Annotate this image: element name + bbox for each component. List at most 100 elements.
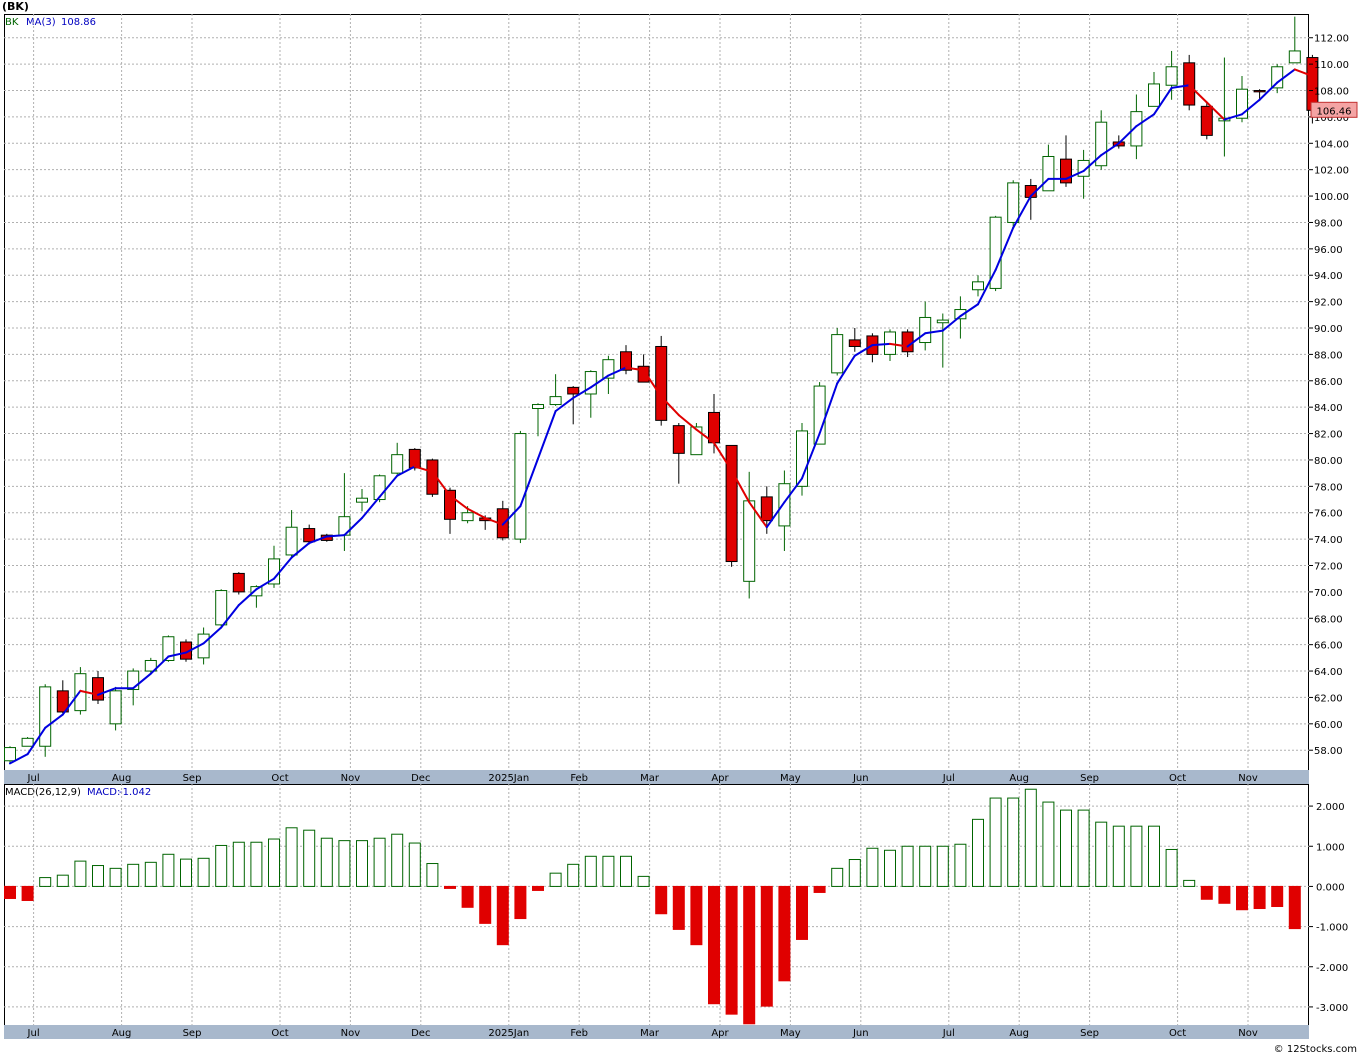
candle — [1095, 110, 1108, 170]
candle-body — [1095, 121, 1108, 167]
macd-bar — [1253, 885, 1266, 910]
candle-body — [92, 677, 104, 701]
candle-body — [408, 448, 421, 469]
macd-bar — [1200, 885, 1213, 900]
macd-bar — [620, 855, 632, 887]
macd-bar — [1042, 801, 1055, 887]
candle-body — [972, 281, 984, 291]
x-tick-label: Jul — [942, 773, 955, 784]
macd-tick-label: -1.000 — [1316, 923, 1348, 934]
ma-segment — [1293, 68, 1314, 78]
macd-bar — [479, 885, 492, 924]
price-tick-label: 62.00 — [1314, 693, 1343, 704]
price-tick-label: 74.00 — [1314, 535, 1343, 546]
candle — [989, 215, 1002, 292]
macd-bar — [514, 885, 527, 920]
macd-bar — [4, 885, 16, 899]
x-tick-label: Dec — [411, 773, 430, 784]
ma-segment — [149, 655, 170, 675]
ma-segment — [325, 534, 346, 538]
macd-bar — [637, 875, 650, 887]
candle-body — [56, 690, 69, 713]
x-tick-label: Mar — [640, 1028, 660, 1039]
price-tick-label: 86.00 — [1314, 377, 1343, 388]
ma-segment — [26, 726, 47, 756]
macd-bar — [1077, 809, 1090, 887]
macd-bar — [162, 853, 175, 887]
x-tick-label: Feb — [570, 773, 588, 784]
candle-body — [778, 483, 791, 527]
candle — [1024, 178, 1037, 220]
price-tick-label: 92.00 — [1314, 298, 1343, 309]
ma-segment — [1117, 125, 1138, 145]
price-tick-label: 102.00 — [1314, 166, 1349, 177]
macd-bar — [1271, 885, 1284, 908]
legend-ma-label: MA(3) — [26, 17, 56, 28]
candle — [4, 746, 16, 764]
last-price-marker: 106.46 — [1310, 101, 1358, 118]
macd-bar — [866, 847, 879, 887]
chart-title: (BK) — [2, 0, 29, 13]
candle — [21, 737, 34, 747]
candle-body — [1236, 88, 1248, 119]
ma-segment — [44, 713, 64, 729]
macd-bar — [197, 857, 210, 887]
ma-segment — [1205, 101, 1226, 121]
macd-bar — [496, 885, 509, 946]
legend-macd-value-label: MACD: — [87, 787, 120, 798]
price-tick-label: 110.00 — [1314, 60, 1349, 71]
macd-bar — [549, 872, 562, 887]
macd-bar — [250, 841, 263, 887]
macd-bar — [602, 855, 615, 887]
candle-body — [1130, 111, 1143, 147]
x-tick-label: Nov — [1238, 1028, 1258, 1039]
ma-segment — [484, 517, 504, 526]
candle — [92, 671, 104, 705]
candle — [848, 328, 861, 352]
macd-bar — [1112, 825, 1125, 887]
x-tick-label: Sep — [183, 1028, 202, 1039]
macd-bar — [567, 863, 580, 887]
macd-bar — [919, 845, 932, 887]
macd-bar — [127, 863, 140, 887]
macd-bar — [708, 885, 720, 1005]
candle-body — [532, 404, 544, 409]
x-tick-label: Sep — [183, 773, 202, 784]
candle-body — [708, 411, 720, 444]
ma-segment — [255, 577, 275, 591]
candle-body — [232, 572, 245, 593]
price-tick-label: 60.00 — [1314, 720, 1343, 731]
ma-segment — [167, 651, 187, 658]
ma-segment — [79, 689, 99, 696]
macd-bar — [848, 859, 861, 887]
macd-bar — [743, 885, 756, 1025]
candle-body — [1200, 105, 1213, 136]
candle — [690, 423, 703, 456]
price-x-axis-labels: Jul Aug Sep Oct Nov Dec 2025Jan Feb Mar Apr May Jun… — [27, 773, 1258, 784]
ma-segment — [1258, 81, 1279, 101]
candle-body — [21, 737, 34, 747]
macd-bar — [584, 855, 597, 887]
macd-bar — [285, 827, 298, 887]
macd-bar — [901, 845, 914, 887]
ma-segment — [1012, 195, 1032, 229]
macd-bar — [1288, 885, 1301, 930]
macd-bar — [180, 858, 192, 887]
candle-body — [831, 334, 844, 374]
candle-body — [1148, 83, 1160, 107]
macd-bar — [796, 885, 808, 940]
ma-segment — [818, 382, 839, 435]
candle — [919, 301, 932, 351]
ma-segment — [1188, 84, 1208, 104]
macd-bar — [936, 845, 949, 887]
macd-bar — [56, 874, 69, 887]
candle — [1200, 102, 1213, 140]
ma-segment — [554, 396, 575, 413]
x-tick-label: Mar — [640, 773, 660, 784]
macd-bar — [92, 865, 104, 887]
macd-bar — [1148, 825, 1160, 887]
ma-segment — [695, 428, 715, 444]
candle — [743, 471, 756, 599]
ma-segment — [836, 354, 856, 385]
